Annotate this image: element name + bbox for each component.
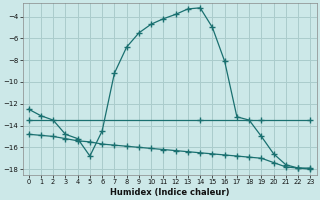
X-axis label: Humidex (Indice chaleur): Humidex (Indice chaleur) (110, 188, 229, 197)
